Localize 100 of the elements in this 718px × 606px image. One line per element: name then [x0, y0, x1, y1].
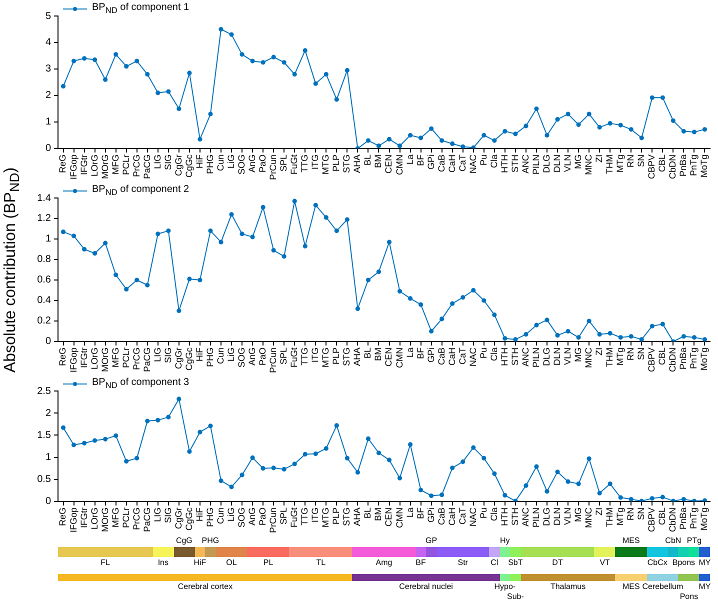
x-tick-label: MoTg [699, 507, 710, 531]
x-tick-label: DLG [541, 507, 552, 526]
x-tick-label: VLN [562, 154, 573, 172]
x-tick-label: CaT [457, 507, 468, 525]
x-tick-label: LIG [152, 507, 162, 522]
x-tick-label: CEN [384, 154, 394, 174]
x-tick-label: STG [342, 154, 352, 174]
x-tick-label: ANC [520, 347, 530, 367]
y-tick-label: 0.8 [37, 254, 52, 266]
y-tick-label: 1 [45, 234, 52, 245]
x-tick-label: SPL [278, 347, 289, 365]
x-tick-label: CaH [446, 347, 457, 366]
x-tick-label: PILN [530, 347, 541, 368]
x-tick-label: AHA [352, 154, 362, 174]
x-tick-label: AHA [352, 347, 362, 366]
y-tick-label: 3 [45, 64, 52, 75]
x-tick-label: ZI [594, 507, 604, 516]
x-tick-label: CaH [446, 507, 457, 526]
x-tick-label: SPL [278, 507, 289, 525]
x-tick-label: STG [342, 507, 352, 526]
x-tick-label: MTg [615, 154, 626, 172]
x-tick-label: NAC [468, 347, 478, 367]
y-tick-label: 2.5 [37, 386, 52, 397]
legend-label: BP$_{ND}$ of component 1 [92, 2, 190, 15]
x-tick-label: CgGr [173, 154, 184, 176]
x-tick-label: HTH [499, 347, 510, 366]
legend-label: BP$_{ND}$ of component 2 [92, 184, 190, 197]
x-tick-label: ZI [594, 154, 604, 162]
x-tick-label: PnTg [688, 154, 699, 176]
x-tick-label: PHG [204, 507, 215, 528]
x-tick-label: MTg [615, 347, 626, 366]
x-tick-label: Cla [488, 154, 499, 168]
x-tick-label: LiG [226, 154, 236, 169]
x-tick-label: MFG [110, 154, 120, 174]
x-tick-label: BL [362, 507, 373, 519]
x-tick-label: ITG [310, 507, 320, 522]
x-tick-label: IFGop [68, 507, 78, 533]
x-tick-label: PHG [204, 347, 215, 368]
legend-label: BP$_{ND}$ of component 3 [92, 377, 190, 390]
x-tick-label: PrCun [268, 507, 278, 534]
y-tick-label: 0.4 [37, 295, 52, 306]
text: Thalamus [550, 582, 586, 591]
x-tick-label: ReG [58, 347, 68, 366]
x-tick-label: Pu [478, 347, 488, 359]
x-tick-label: MG [573, 154, 584, 169]
x-tick-label: LIG [152, 347, 162, 362]
text: CbN [665, 536, 682, 545]
y-tick-label: 1.5 [37, 430, 52, 441]
x-tick-label: AnG [247, 154, 258, 173]
x-tick-label: LOrG [89, 154, 100, 177]
x-tick-label: BF [415, 507, 426, 520]
x-tick-label: MTG [320, 347, 331, 368]
x-tick-label: STH [510, 507, 520, 526]
x-tick-label: VLN [562, 507, 573, 526]
text: Cl [490, 558, 498, 567]
x-tick-label: GPi [426, 507, 436, 523]
text: Cerebral nuclei [398, 582, 454, 592]
text: VT [600, 558, 610, 567]
x-tick-label: CgGc [184, 507, 194, 531]
y-tick-label: 4 [45, 37, 52, 48]
y-tick-label: 0.2 [37, 316, 52, 327]
x-tick-label: CbDN [668, 507, 678, 532]
text: Pons [678, 592, 700, 602]
x-tick-label: CBL [657, 507, 668, 526]
x-tick-label: CaT [457, 347, 468, 365]
x-tick-label: IFGtr [78, 507, 89, 528]
y-tick-label: 1.2 [37, 213, 52, 224]
x-tick-label: IFGtr [78, 347, 89, 368]
x-tick-label: MoTg [699, 154, 710, 178]
x-tick-label: FuGt [289, 347, 300, 368]
x-tick-label: LIG [152, 154, 162, 170]
x-tick-label: RN [626, 507, 636, 520]
x-tick-label: PrCG [131, 347, 142, 370]
x-tick-label: CaB [436, 507, 446, 526]
x-tick-label: MNC [584, 506, 594, 528]
x-tick-label: PHG [204, 154, 215, 174]
x-tick-label: La [404, 154, 415, 165]
x-tick-label: BM [373, 154, 384, 168]
x-tick-label: BF [415, 347, 426, 360]
x-tick-label: MG [573, 507, 584, 522]
x-tick-label: CaB [436, 347, 446, 366]
x-tick-label: PrCG [131, 507, 142, 530]
text: DT [552, 558, 563, 567]
x-tick-label: IFGop [68, 154, 78, 180]
y-tick-label: 1.4 [37, 192, 52, 204]
x-tick-label: PLP [331, 507, 342, 525]
x-tick-label: HiF [194, 154, 204, 168]
x-tick-label: PrCun [268, 154, 278, 180]
y-tick-label: 0.5 [37, 474, 52, 486]
x-tick-label: MOrG [100, 347, 110, 372]
text: GP [424, 536, 438, 546]
x-tick-label: TTG [300, 347, 310, 366]
x-tick-label: PnBa [678, 347, 688, 370]
x-tick-label: MOrG [100, 154, 110, 179]
y-tick-label: 2 [45, 408, 52, 419]
y-tick-label: 5 [45, 10, 52, 22]
x-tick-label: GPi [426, 154, 436, 170]
x-tick-label: CaB [436, 154, 446, 172]
text: Hypo- [494, 582, 516, 591]
x-tick-label: BF [415, 154, 426, 166]
